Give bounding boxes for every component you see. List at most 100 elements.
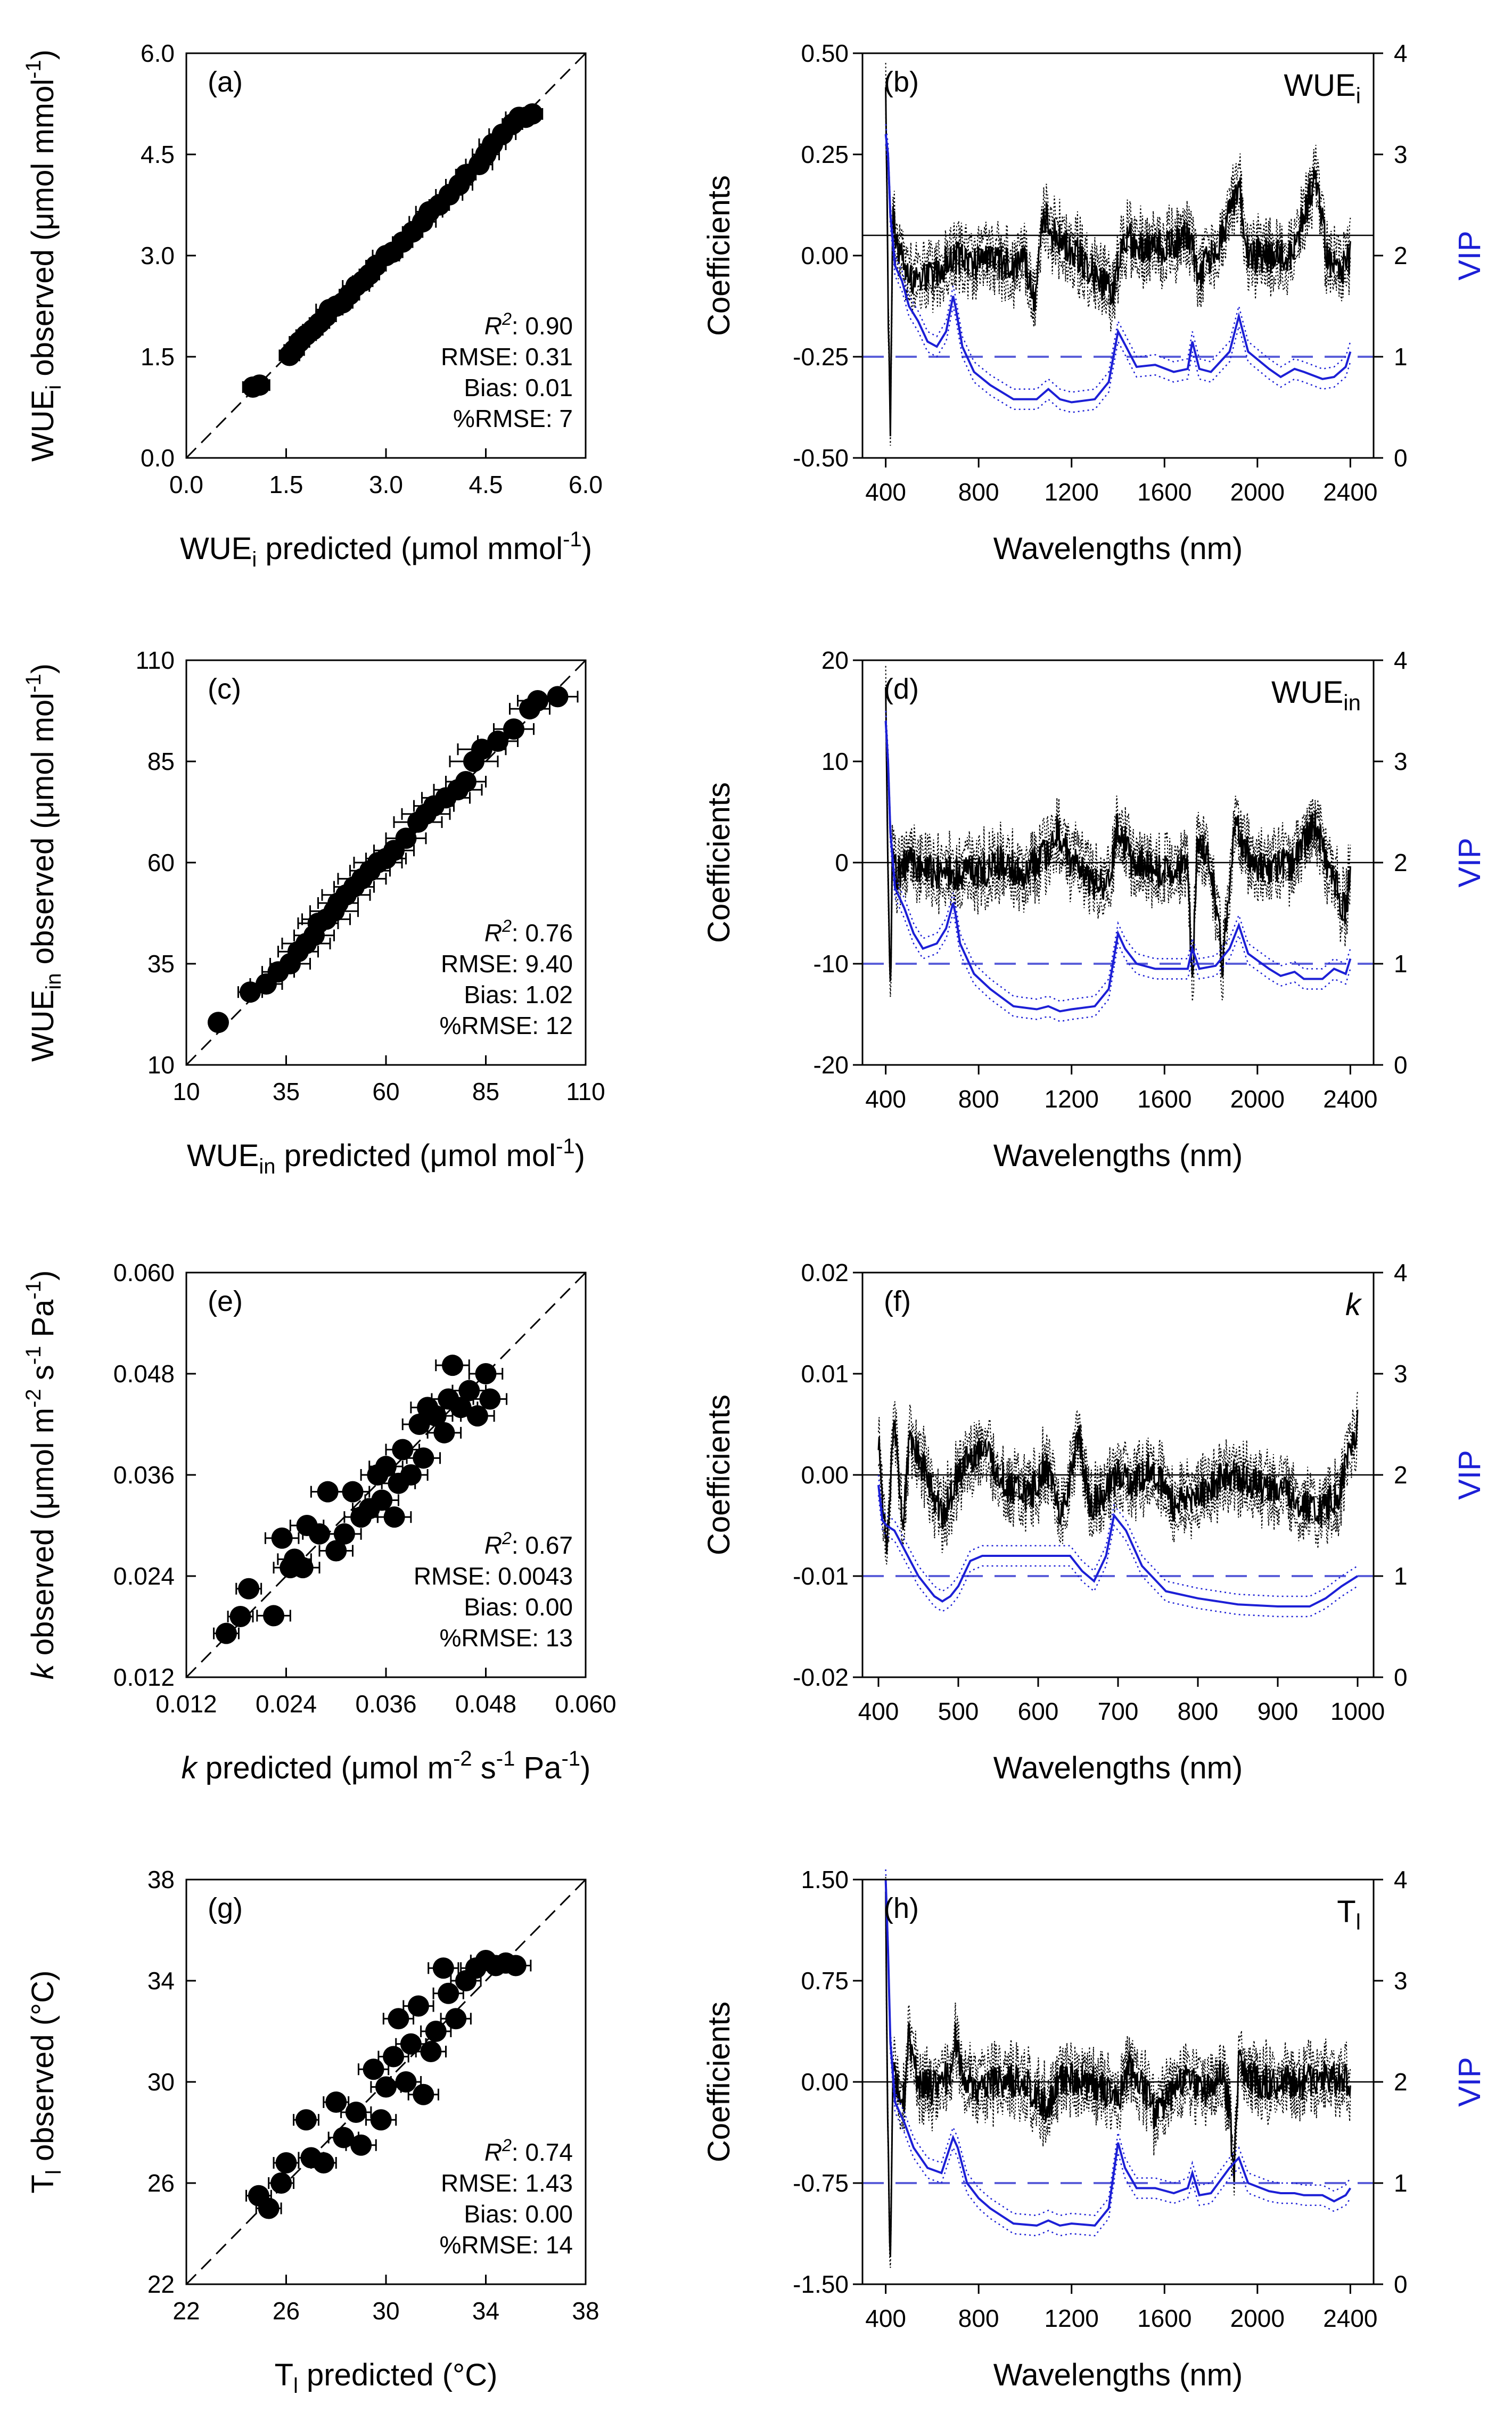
y-axis-label: k observed (μmol m-2 s-1 Pa-1) xyxy=(22,1270,60,1680)
stat-pct-rmse: %RMSE: 14 xyxy=(439,2231,573,2259)
x-tick-label: 0.036 xyxy=(355,1690,416,1718)
data-point xyxy=(475,1363,497,1384)
vip-lower-bound xyxy=(885,144,1351,413)
data-point xyxy=(383,1506,405,1528)
y-left-axis-label: Coefficients xyxy=(702,2002,736,2162)
y-tick-label: 60 xyxy=(147,849,175,876)
panel-label: (e) xyxy=(208,1285,243,1317)
data-point xyxy=(413,1447,434,1469)
coef-lower-bound xyxy=(885,109,1351,446)
x-tick-label: 0.012 xyxy=(155,1690,217,1718)
data-point xyxy=(370,2109,392,2131)
data-point xyxy=(249,374,270,396)
panel-title: WUEi xyxy=(1284,68,1361,108)
x-tick-label: 800 xyxy=(1178,1697,1219,1725)
y-right-tick-label: 2 xyxy=(1394,242,1408,269)
panel-label: (d) xyxy=(884,673,919,705)
y-axis-label: WUEi observed (μmol mmol-1) xyxy=(22,50,65,462)
stat-bias: Bias: 1.02 xyxy=(464,981,573,1008)
spectrum-panel-d: 400 800 1200 1600 2000 2400 -20 -10 0 10 20 0 1 2 3 4 (d… xyxy=(702,646,1487,1173)
y-right-tick-label: 3 xyxy=(1394,141,1408,168)
data-point xyxy=(395,2071,417,2093)
x-tick-label: 2000 xyxy=(1230,478,1285,506)
y-tick-label: 30 xyxy=(147,2068,175,2096)
x-tick-label: 1000 xyxy=(1330,1697,1385,1725)
data-point xyxy=(375,1456,397,1478)
x-tick-label: 400 xyxy=(865,2304,906,2332)
stat-r: R2: 0.76 xyxy=(484,916,573,947)
x-axis-label: Tl predicted (°C) xyxy=(275,2358,498,2398)
data-point xyxy=(413,2084,434,2105)
y-tick-label: 26 xyxy=(147,2169,175,2197)
data-point xyxy=(363,2058,384,2080)
stat-rmse: RMSE: 1.43 xyxy=(441,2169,573,2197)
y-left-tick-label: -0.01 xyxy=(793,1562,849,1590)
x-axis-label: k predicted (μmol m-2 s-1 Pa-1) xyxy=(182,1747,591,1785)
x-tick-label: 3.0 xyxy=(369,471,403,498)
data-point xyxy=(455,771,476,792)
coef-series xyxy=(877,1409,1359,1555)
data-point xyxy=(479,1388,501,1410)
data-point xyxy=(238,1578,260,1599)
data-point xyxy=(450,1397,472,1418)
x-tick-label: 1200 xyxy=(1045,478,1099,506)
x-tick-label: 1600 xyxy=(1137,478,1191,506)
x-tick-label: 400 xyxy=(865,478,906,506)
data-point xyxy=(229,1606,251,1627)
y-tick-label: 1.5 xyxy=(141,343,175,371)
data-point xyxy=(471,739,492,760)
x-axis-label: WUEin predicted (μmol mol-1) xyxy=(187,1135,585,1178)
data-point xyxy=(325,2091,347,2113)
x-tick-label: 2400 xyxy=(1323,478,1377,506)
x-tick-label: 600 xyxy=(1018,1697,1059,1725)
y-left-tick-label: 0.01 xyxy=(801,1360,849,1388)
y-left-tick-label: 0.00 xyxy=(801,2068,849,2096)
y-left-axis-label: Coefficients xyxy=(702,782,736,943)
data-point xyxy=(547,686,569,708)
data-point xyxy=(313,2152,334,2173)
coef-upper-bound xyxy=(885,1876,1351,2246)
x-tick-label: 0.024 xyxy=(256,1690,317,1718)
data-point xyxy=(487,731,508,752)
spectrum-panel-h: 400 800 1200 1600 2000 2400 -1.50 -0.75 0.00 0.75… xyxy=(702,1866,1487,2392)
stat-r: R2: 0.74 xyxy=(484,2136,573,2166)
data-point xyxy=(503,718,524,740)
y-right-tick-label: 1 xyxy=(1394,343,1408,371)
y-tick-label: 10 xyxy=(147,1051,175,1079)
y-tick-label: 110 xyxy=(136,646,175,674)
y-right-tick-label: 2 xyxy=(1394,2068,1408,2096)
data-point xyxy=(317,1481,339,1503)
x-tick-label: 800 xyxy=(958,1085,999,1113)
panel-label: (h) xyxy=(884,1892,919,1924)
coef-series xyxy=(885,87,1351,437)
y-tick-label: 0.048 xyxy=(113,1360,175,1388)
y-tick-label: 0.024 xyxy=(113,1562,175,1590)
coef-series xyxy=(885,687,1351,981)
data-point xyxy=(458,1380,480,1401)
y-right-tick-label: 4 xyxy=(1394,1259,1408,1286)
x-tick-label: 110 xyxy=(566,1078,605,1105)
data-point xyxy=(407,1995,429,2017)
y-right-tick-label: 0 xyxy=(1394,2270,1408,2298)
data-point xyxy=(388,2008,409,2030)
stat-bias: Bias: 0.00 xyxy=(464,1593,573,1621)
y-right-tick-label: 3 xyxy=(1394,1967,1408,1995)
vip-lower-bound xyxy=(885,1889,1351,2237)
stat-pct-rmse: %RMSE: 13 xyxy=(439,1624,573,1652)
x-tick-label: 800 xyxy=(958,478,999,506)
coef-lower-bound xyxy=(885,697,1351,1002)
y-tick-label: 35 xyxy=(147,950,175,978)
x-axis-label: Wavelengths (nm) xyxy=(993,1751,1243,1785)
data-point xyxy=(263,1605,285,1627)
y-left-tick-label: -0.75 xyxy=(793,2169,849,2197)
data-point xyxy=(383,2046,405,2068)
vip-lower-bound xyxy=(877,1495,1358,1618)
y-left-tick-label: 0.75 xyxy=(801,1967,849,1995)
y-right-tick-label: 0 xyxy=(1394,1051,1408,1079)
data-point xyxy=(333,2127,355,2148)
coef-series xyxy=(885,1891,1351,2258)
x-tick-label: 400 xyxy=(858,1697,899,1725)
data-point xyxy=(342,1481,364,1503)
y-tick-label: 22 xyxy=(147,2270,175,2298)
y-right-axis-label: VIP xyxy=(1452,231,1487,281)
